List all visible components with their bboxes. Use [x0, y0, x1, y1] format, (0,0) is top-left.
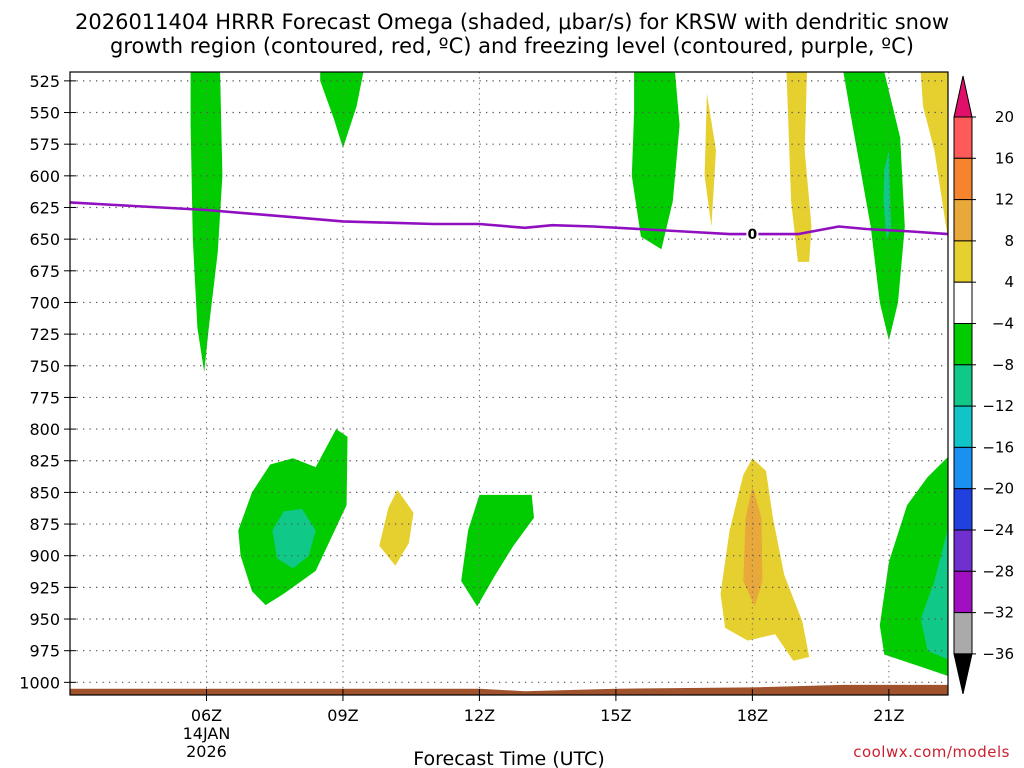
x-tick-label-06Z: 06Z — [191, 706, 222, 725]
colorbar: 20 16 12 8 4 −4 −8 −12 −16 −20 −24 −28 −32 −36 — [953, 75, 1014, 695]
colorbar-swatch-2 — [953, 199, 973, 242]
y-tick-label-925: 925 — [29, 578, 60, 597]
omega-region-omega-m4-to-m8-0 — [190, 72, 223, 373]
omega-region-omega-m8-to-m12-15 — [920, 527, 948, 660]
omega-region-omega-m4-to-m8-4 — [461, 494, 534, 607]
colorbar-swatch-3 — [953, 240, 973, 283]
colorbar-swatch-9 — [953, 488, 973, 531]
omega-region-omega-m4-to-m8-6 — [631, 72, 680, 250]
y-tick-label-800: 800 — [29, 420, 60, 439]
y-tick-label-550: 550 — [29, 104, 60, 123]
colorbar-label-6: −8 — [992, 356, 1014, 374]
y-tick-label-775: 775 — [29, 388, 60, 407]
colorbar-swatch-11 — [953, 570, 973, 614]
y-tick-label-1000: 1000 — [19, 673, 60, 692]
x-tick-sublabel-1: 2026 — [186, 742, 227, 761]
y-tick-label-525: 525 — [29, 72, 60, 91]
colorbar-swatch-0 — [953, 116, 973, 159]
colorbar-swatch-5 — [953, 323, 973, 366]
x-axis-label: Forecast Time (UTC) — [413, 748, 604, 768]
freezing-level-layer: 0 — [69, 201, 949, 243]
x-tick-sublabel-0: 14JAN — [183, 724, 231, 743]
colorbar-label-12: −32 — [982, 604, 1014, 622]
y-tick-label-825: 825 — [29, 452, 60, 471]
y-tick-label-725: 725 — [29, 325, 60, 344]
y-tick-label-600: 600 — [29, 167, 60, 186]
omega-region-omega-4-to-8-5 — [379, 489, 414, 566]
colorbar-label-11: −28 — [982, 562, 1014, 580]
y-tick-label-625: 625 — [29, 198, 60, 217]
colorbar-label-10: −24 — [982, 521, 1014, 539]
colorbar-swatch-10 — [953, 529, 973, 572]
terrain-layer — [70, 684, 948, 695]
omega-region-omega-m4-to-m8-9 — [843, 72, 905, 341]
omega-shading-layer — [190, 72, 948, 676]
omega-region-omega-4-to-8-12 — [720, 458, 810, 661]
omega-region-omega-4-to-8-11 — [920, 72, 948, 240]
terrain-fill — [70, 684, 948, 695]
colorbar-label-3: 8 — [1004, 232, 1014, 250]
x-tick-label-21Z: 21Z — [873, 706, 904, 725]
freezing-level-label: 0 — [748, 227, 758, 243]
colorbar-swatch-6 — [953, 364, 973, 407]
colorbar-swatch-1 — [953, 157, 973, 201]
colorbar-label-9: −20 — [982, 480, 1014, 498]
y-tick-label-650: 650 — [29, 230, 60, 249]
omega-region-omega-8-to-12-13 — [743, 486, 763, 607]
credit-text: coolwx.com/models — [853, 743, 1010, 761]
colorbar-swatch-12 — [953, 612, 973, 655]
x-tick-label-15Z: 15Z — [600, 706, 631, 725]
colorbar-top-arrow — [953, 75, 973, 118]
x-tick-label-12Z: 12Z — [464, 706, 495, 725]
colorbar-label-0: 20 — [995, 108, 1014, 126]
colorbar-label-4: 4 — [1004, 273, 1014, 291]
y-tick-label-700: 700 — [29, 293, 60, 312]
y-tick-label-950: 950 — [29, 610, 60, 629]
colorbar-label-1: 16 — [995, 149, 1014, 167]
y-tick-label-875: 875 — [29, 515, 60, 534]
y-tick-label-900: 900 — [29, 547, 60, 566]
y-tick-label-750: 750 — [29, 357, 60, 376]
x-tick-label-09Z: 09Z — [327, 706, 358, 725]
omega-region-omega-4-to-8-7 — [704, 93, 716, 227]
colorbar-label-8: −16 — [982, 438, 1014, 456]
colorbar-label-2: 12 — [995, 191, 1014, 209]
colorbar-swatch-4 — [953, 281, 973, 325]
colorbar-label-13: −36 — [982, 645, 1014, 663]
colorbar-label-7: −12 — [982, 397, 1014, 415]
chart-title-line-1: 2026011404 HRRR Forecast Omega (shaded, … — [75, 10, 949, 34]
freezing-level-line — [69, 201, 949, 236]
x-tick-label-18Z: 18Z — [737, 706, 768, 725]
y-tick-label-975: 975 — [29, 642, 60, 661]
y-tick-label-850: 850 — [29, 483, 60, 502]
omega-region-omega-4-to-8-8 — [786, 72, 812, 262]
plot-frame — [69, 71, 949, 696]
y-tick-label-575: 575 — [29, 135, 60, 154]
freezing-level-label-bg — [746, 226, 759, 243]
colorbar-swatch-8 — [953, 446, 973, 490]
colorbar-bottom-arrow — [953, 653, 973, 695]
omega-region-omega-m8-to-m12-10 — [883, 150, 892, 240]
chart-title-line-2: growth region (contoured, red, ºC) and f… — [110, 34, 914, 58]
omega-region-omega-m4-to-m8-1 — [320, 72, 364, 148]
y-axis: 525 550 575 600 625 650 675 700 725 750 775 800 825 8… — [19, 72, 76, 692]
colorbar-label-5: −4 — [992, 315, 1014, 333]
y-tick-label-675: 675 — [29, 262, 60, 281]
colorbar-swatch-7 — [953, 405, 973, 448]
